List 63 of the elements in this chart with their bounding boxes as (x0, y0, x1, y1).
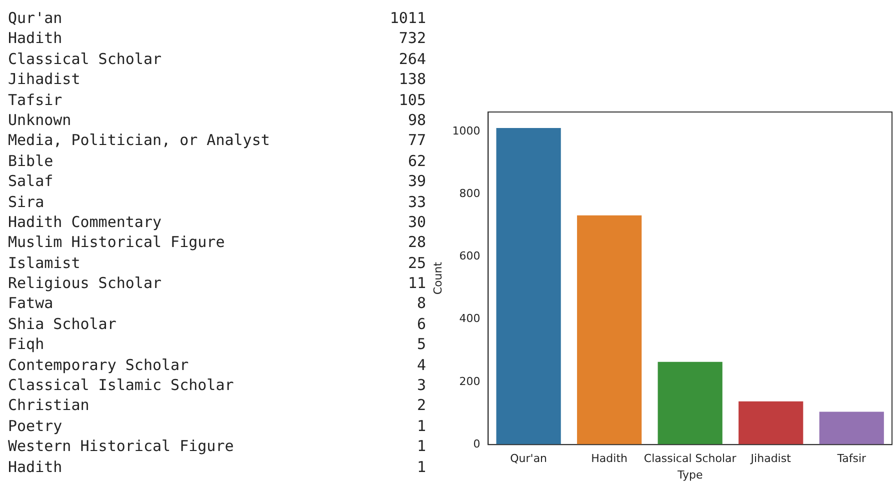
data-label: 1 (416, 416, 426, 436)
x-tick-label: Classical Scholar (644, 452, 737, 466)
data-label: 8 (416, 293, 426, 314)
category-label: Classical Islamic Scholar (8, 375, 234, 396)
category-label: Jihadist (8, 69, 80, 90)
category-label: Tafsir (8, 90, 62, 110)
data-label: 4 (416, 354, 426, 376)
y-tick-label: 800 (459, 186, 480, 200)
data-label: 1 (416, 456, 426, 477)
data-label: 30 (408, 212, 426, 232)
bar (819, 412, 884, 445)
category-label: Media, Politician, or Analyst (8, 130, 270, 151)
category-label: Salaf (8, 171, 54, 192)
category-label: Islamist (8, 252, 80, 274)
x-axis-title: Type (676, 468, 703, 482)
category-label: Western Historical Figure (8, 436, 234, 457)
category-label: Hadith (8, 28, 62, 49)
data-label: 732 (398, 28, 426, 49)
data-label: 5 (416, 334, 426, 355)
category-label: Hadith Commentary (8, 212, 162, 232)
x-tick-label: Qur'an (510, 452, 548, 466)
category-label: Classical Scholar (8, 48, 162, 70)
data-label: 105 (398, 90, 426, 110)
bar (738, 401, 804, 445)
y-axis-title: Count (431, 261, 444, 295)
data-label: 1011 (390, 8, 426, 28)
bar (496, 128, 561, 445)
x-tick-label: Tafsir (836, 452, 867, 466)
x-tick-label: Hadith (591, 452, 628, 466)
data-label: 138 (398, 69, 426, 90)
data-label: 1 (416, 436, 426, 457)
category-label: Contemporary Scholar (8, 354, 189, 376)
data-label: 2 (416, 395, 426, 416)
data-label: 77 (408, 130, 426, 151)
category-label: Muslim Historical Figure (8, 232, 225, 253)
data-label: 264 (398, 48, 426, 70)
data-label: 62 (408, 150, 426, 172)
data-label: 33 (408, 192, 426, 212)
y-tick-label: 200 (459, 374, 480, 388)
category-label: Unknown (8, 110, 72, 130)
category-label: Christian (8, 395, 90, 416)
category-label: Poetry (8, 416, 62, 436)
data-label: 28 (408, 232, 426, 253)
category-label: Bible (8, 150, 54, 172)
category-label: Qur'an (8, 8, 62, 28)
category-label: Fatwa (8, 293, 54, 314)
category-label: Religious Scholar (8, 273, 162, 294)
data-label: 11 (408, 273, 426, 294)
category-label: Fiqh (8, 334, 44, 355)
bar (577, 215, 642, 445)
category-label: Shia Scholar (8, 314, 116, 334)
data-label: 25 (408, 252, 426, 274)
data-label: 3 (416, 375, 426, 396)
bar (658, 362, 722, 445)
y-tick-label: 400 (459, 312, 480, 326)
data-label: 6 (416, 314, 426, 334)
category-label: Sira (8, 192, 44, 212)
x-tick-label: Jihadist (750, 452, 792, 466)
data-label: 98 (408, 110, 426, 130)
data-label: 39 (408, 171, 426, 192)
y-tick-label: 0 (473, 437, 480, 450)
y-tick-label: 1000 (452, 124, 480, 138)
y-tick-label: 600 (459, 250, 480, 263)
